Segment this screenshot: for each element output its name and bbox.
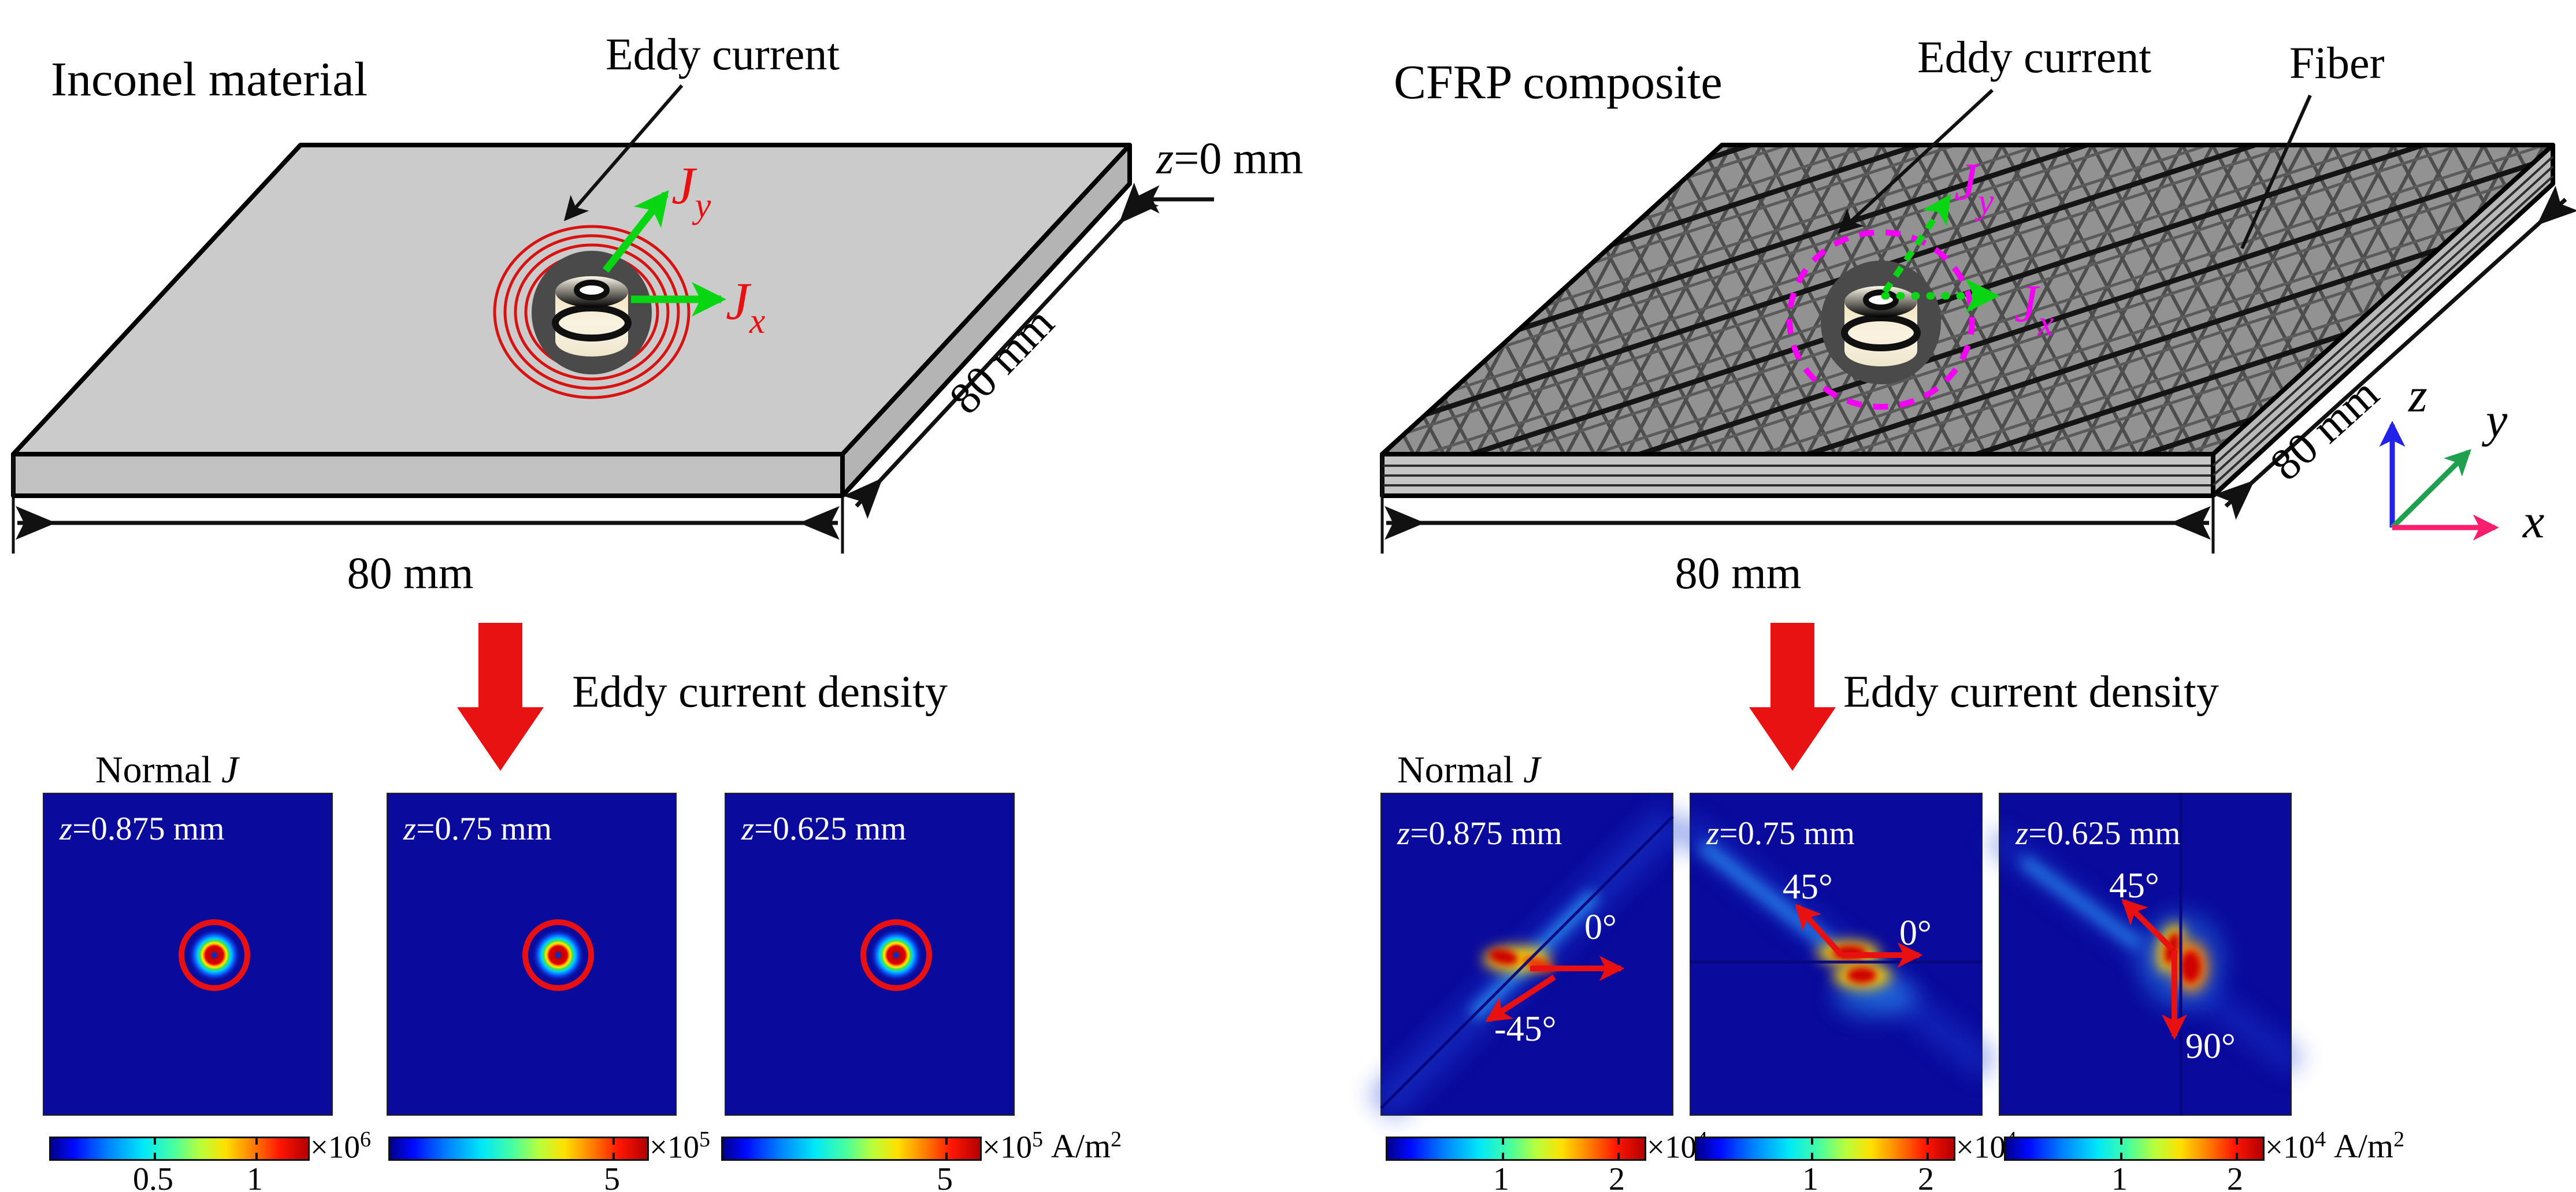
colorbar-multiplier: ×106 (310, 1127, 372, 1165)
eddy-current-dashed-ring (1787, 229, 1975, 410)
eddy-current-pointer-right (1838, 88, 1994, 234)
svg-text:z=0.875 mm: z=0.875 mm (1397, 815, 1562, 852)
colorbar-multiplier: ×104 (1956, 1128, 2017, 1165)
colorbar-tick: 2 (1918, 1161, 1934, 1192)
heatmap-cfrp-z0875: 0° -45° z=0.875 mm (1368, 793, 1686, 1122)
inconel-title: Inconel material (51, 53, 368, 106)
svg-text:z=0.75 mm: z=0.75 mm (403, 811, 552, 847)
heatmap-inconel-z0625: z=0.625 mm (725, 793, 1015, 1116)
normal-j-label-left: Normal J (95, 749, 239, 791)
colorbar-tick: 1 (2111, 1161, 2128, 1192)
colorbar-gradient (721, 1137, 982, 1161)
fiber-angle-arrows (1485, 955, 1625, 1023)
angle-label: -45° (1494, 1009, 1556, 1049)
angle-label: 0° (1584, 908, 1617, 947)
colorbar-multiplier: ×105 A/m2 (982, 1127, 1122, 1165)
jy-label-cfrp: Jy (1954, 152, 1994, 221)
flow-arrow-left-icon (457, 623, 544, 771)
jy-label: Jy (671, 156, 711, 225)
cfrp-diagram: Jy Jx CFRP composite Eddy current Fiber … (1380, 32, 2576, 598)
colorbar-inconel-2: 5 ×105 (388, 1128, 710, 1192)
fiber-angle-arrows (2121, 898, 2188, 1040)
colorbar-tick: 1 (1493, 1161, 1509, 1192)
angle-label: 45° (1783, 867, 1833, 907)
fiber-angle-arrows (1795, 904, 1923, 968)
jx-label-cfrp: Jx (2014, 274, 2054, 343)
colorbar-gradient (1386, 1137, 1646, 1161)
normal-j-label-right: Normal J (1397, 749, 1541, 791)
flow-arrow-right-icon (1749, 623, 1836, 771)
colorbar-tick: 0.5 (133, 1161, 173, 1192)
axis-x-label: x (2522, 495, 2544, 548)
current-direction-arrows-cfrp (1881, 194, 2000, 313)
heatmap-inconel-z0875: z=0.875 mm (43, 793, 333, 1116)
density-streaks (1985, 793, 2305, 1115)
spot-annotation-circle (522, 919, 594, 991)
svg-text:80 mm: 80 mm (347, 548, 474, 598)
colorbar-cfrp-3: 1 2 ×104 A/m2 (2004, 1128, 2404, 1192)
width-dimension-left: 80 mm (12, 456, 844, 598)
svg-text:z=0.75 mm: z=0.75 mm (1706, 815, 1855, 852)
angle-label: 0° (1899, 914, 1932, 953)
angle-label: 90° (2185, 1027, 2236, 1066)
colorbar-tick: 2 (2227, 1161, 2243, 1192)
colorbar-multiplier: ×104 A/m2 (2265, 1127, 2405, 1165)
angle-label: 45° (2109, 866, 2159, 905)
colorbar-tick: 2 (1609, 1161, 1625, 1192)
spot-annotation-circle (860, 919, 932, 991)
svg-text:80 mm: 80 mm (1675, 548, 1802, 598)
cfrp-title: CFRP composite (1394, 55, 1723, 109)
jx-label: Jx (726, 272, 766, 341)
colorbar-tick: 1 (247, 1161, 263, 1192)
colorbar-gradient (2004, 1137, 2265, 1161)
heatmap-inconel-z075: z=0.75 mm (387, 793, 677, 1116)
fiber-label: Fiber (2289, 38, 2385, 88)
z0-label: z=0 mm (1156, 133, 1303, 183)
flow-caption-left: Eddy current density (572, 666, 948, 716)
width-dimension-right: 80 mm (1380, 456, 2215, 598)
colorbar-tick: 5 (604, 1161, 620, 1192)
colorbar-tick: 1 (1802, 1161, 1818, 1192)
colorbar-cfrp-2: 1 2 ×104 (1695, 1128, 2017, 1192)
eddy-current-pointer-left (563, 84, 684, 221)
axis-y-label: y (2481, 393, 2508, 447)
colorbar-inconel-3: 5 ×105 A/m2 (721, 1128, 1122, 1192)
probe-coil-icon (1821, 261, 1941, 384)
colorbar-multiplier: ×105 (649, 1127, 711, 1165)
svg-text:z=0.625 mm: z=0.625 mm (741, 811, 907, 847)
inconel-diagram: Jy Jx Inconel material Eddy current z=0 … (11, 29, 1303, 598)
spot-annotation-circle (179, 919, 250, 991)
flow-caption-right: Eddy current density (1843, 666, 2219, 716)
colorbar-cfrp-1: 1 2 ×104 (1386, 1128, 1708, 1192)
eddy-current-label-left: Eddy current (606, 29, 840, 79)
probe-coil-icon (532, 251, 652, 374)
heatmap-cfrp-z0625: 45° 90° z=0.625 mm (1985, 793, 2305, 1116)
heatmap-cfrp-z075: 45° 0° z=0.75 mm (1675, 793, 1997, 1116)
colorbar-gradient (1695, 1137, 1955, 1161)
eddy-current-label-right: Eddy current (1917, 32, 2151, 82)
colorbar-gradient (49, 1137, 310, 1161)
axis-z-label: z (2408, 369, 2427, 422)
axes-triad: z y x (2379, 369, 2544, 548)
svg-text:z=0.875 mm: z=0.875 mm (59, 811, 225, 847)
colorbar-tick: 5 (937, 1161, 953, 1192)
colorbar-inconel-1: 0.5 1 ×106 (49, 1128, 371, 1192)
colorbar-gradient (388, 1137, 649, 1161)
svg-text:z=0.625 mm: z=0.625 mm (2015, 815, 2181, 852)
current-direction-arrows (602, 190, 726, 317)
